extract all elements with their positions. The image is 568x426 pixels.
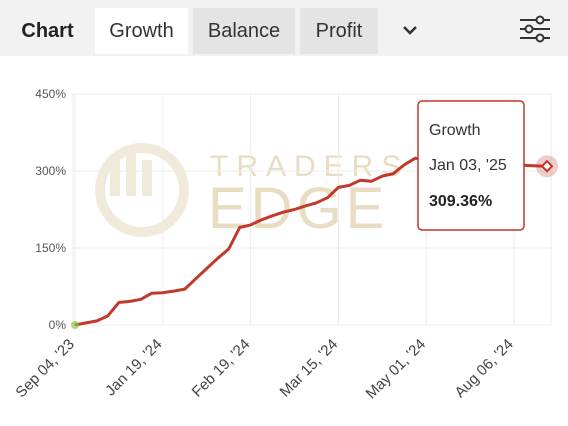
watermark-text: TRADERS xyxy=(210,150,409,183)
x-tick-label: Aug 06, '24 xyxy=(452,336,517,401)
x-tick-label: Feb 19, '24 xyxy=(189,336,254,401)
start-point xyxy=(71,321,79,329)
tab[interactable]: Profit xyxy=(300,8,378,54)
tooltip-date: Jan 03, '25 xyxy=(429,157,507,174)
chart: TRADERS EDGE 0%150%300%450%Sep 04, '23 Ja… xyxy=(12,87,558,403)
watermark-logo xyxy=(95,143,189,237)
x-tick-label: Jan 19, '24 xyxy=(102,336,166,400)
hover-point xyxy=(540,159,554,173)
tooltip-box xyxy=(417,100,525,231)
tab[interactable]: Growth xyxy=(95,8,188,54)
tooltip-value: 309.36% xyxy=(429,193,492,210)
x-tick-label: Mar 15, '24 xyxy=(277,336,342,401)
tooltip: Growth Jan 03, '25 309.36% xyxy=(417,100,525,231)
dropdown-chevron[interactable] xyxy=(400,22,420,38)
y-tick-label: 150% xyxy=(35,241,66,255)
x-tick-label: Sep 04, '23 xyxy=(12,336,77,401)
x-tick-label: May 01, '24 xyxy=(363,336,430,403)
y-tick-label: 300% xyxy=(35,164,66,178)
tooltip-series: Growth xyxy=(429,122,481,139)
tab-bar: Chart Growth Balance Profit xyxy=(0,0,568,56)
y-tick-label: 0% xyxy=(49,318,67,332)
tab[interactable]: Balance xyxy=(193,8,295,54)
settings-icon[interactable] xyxy=(518,14,552,44)
y-tick-label: 450% xyxy=(35,87,66,101)
tab[interactable]: Chart xyxy=(21,20,74,42)
